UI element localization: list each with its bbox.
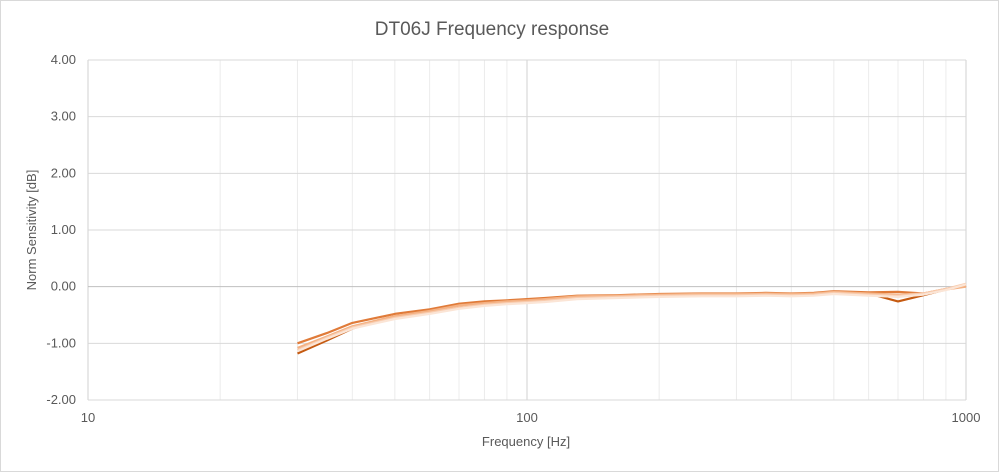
y-tick-label: 3.00 (51, 109, 76, 124)
x-tick-label: 10 (81, 410, 95, 425)
y-axis-title: Norm Sensitivity [dB] (24, 170, 39, 291)
y-tick-label: 0.00 (51, 279, 76, 294)
y-tick-label: 2.00 (51, 165, 76, 180)
x-tick-label: 100 (516, 410, 538, 425)
x-tick-label: 1000 (952, 410, 981, 425)
y-tick-label: 4.00 (51, 52, 76, 67)
y-tick-label: 1.00 (51, 222, 76, 237)
y-tick-label: -2.00 (46, 392, 76, 407)
chart-title: DT06J Frequency response (375, 19, 609, 40)
y-tick-labels: 4.00 3.00 2.00 1.00 0.00 -1.00 -2.00 (46, 52, 76, 407)
y-tick-label: -1.00 (46, 335, 76, 350)
x-tick-labels: 10 100 1000 (81, 410, 981, 425)
plot-grid (87, 59, 967, 401)
series-line-4 (297, 282, 967, 352)
series-line-5 (297, 283, 967, 353)
x-axis-title: Frequency [Hz] (482, 434, 570, 449)
series-lines (297, 282, 967, 355)
